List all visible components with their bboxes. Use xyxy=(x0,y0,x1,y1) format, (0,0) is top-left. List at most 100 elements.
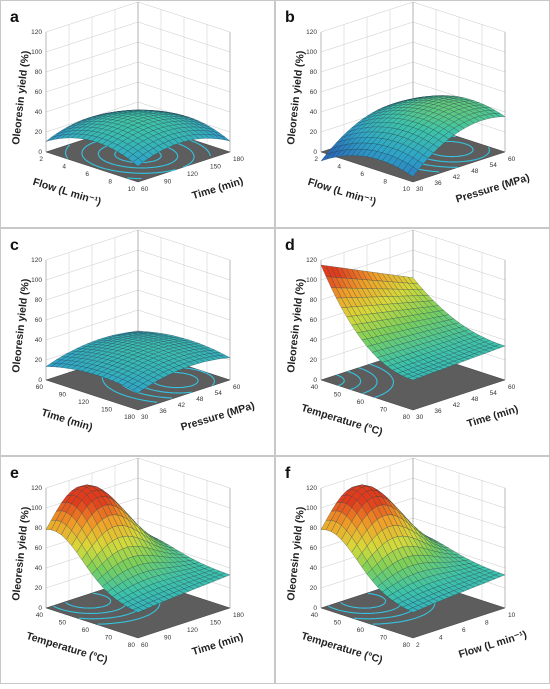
x-tick-label: 6 xyxy=(85,171,89,178)
y-axis-title: Pressure (MPa) xyxy=(454,172,531,206)
z-axis-title: Oleoresin yield (%) xyxy=(285,50,307,145)
y-tick-label: 180 xyxy=(233,156,244,163)
z-tick-label: 40 xyxy=(310,109,318,116)
x-tick-label: 4 xyxy=(337,164,341,171)
z-axis-title: Oleoresin yield (%) xyxy=(285,506,307,601)
z-tick-label: 100 xyxy=(306,49,317,56)
x-tick-label: 8 xyxy=(383,179,387,186)
x-tick-label: 90 xyxy=(59,392,67,399)
z-tick-label: 100 xyxy=(31,505,42,512)
z-tick-label: 60 xyxy=(35,89,43,96)
x-tick-label: 60 xyxy=(357,399,365,406)
y-axis-title: Time (min) xyxy=(466,403,520,430)
y-tick-label: 48 xyxy=(471,396,479,403)
x-tick-label: 70 xyxy=(105,635,113,642)
y-tick-label: 120 xyxy=(187,627,198,634)
z-tick-label: 20 xyxy=(35,357,43,364)
z-tick-label: 100 xyxy=(306,505,317,512)
z-tick-label: 40 xyxy=(35,337,43,344)
z-tick-label: 120 xyxy=(306,257,317,264)
z-tick-label: 60 xyxy=(310,317,318,324)
z-tick-label: 100 xyxy=(306,277,317,284)
z-axis-title: Oleoresin yield (%) xyxy=(285,278,307,373)
z-axis-title: Oleoresin yield (%) xyxy=(10,278,32,373)
x-tick-label: 2 xyxy=(314,156,318,163)
contour-line xyxy=(127,178,141,179)
x-tick-label: 60 xyxy=(82,627,90,634)
y-tick-label: 42 xyxy=(453,402,461,409)
panel-letter: a xyxy=(10,9,19,26)
z-tick-label: 20 xyxy=(35,585,43,592)
x-tick-label: 80 xyxy=(403,414,411,421)
z-tick-label: 120 xyxy=(306,485,317,492)
z-tick-label: 40 xyxy=(310,337,318,344)
x-tick-label: 60 xyxy=(36,384,44,391)
x-tick-label: 40 xyxy=(36,612,44,619)
z-tick-label: 80 xyxy=(310,297,318,304)
z-tick-label: 60 xyxy=(310,545,318,552)
z-tick-label: 0 xyxy=(38,149,42,156)
y-tick-label: 30 xyxy=(416,186,424,193)
panel-letter: d xyxy=(285,237,295,254)
panel-letter: f xyxy=(285,465,291,482)
z-axis-title: Oleoresin yield (%) xyxy=(10,506,32,601)
x-tick-label: 50 xyxy=(59,620,67,627)
x-axis-title: Temperature (°C) xyxy=(300,630,384,666)
x-tick-label: 80 xyxy=(403,642,411,649)
y-tick-label: 120 xyxy=(187,171,198,178)
x-axis-title: Temperature (°C) xyxy=(25,630,109,666)
x-tick-label: 70 xyxy=(380,635,388,642)
panel-letter: e xyxy=(10,465,19,482)
x-tick-label: 4 xyxy=(62,164,66,171)
z-axis-title: Oleoresin yield (%) xyxy=(10,50,32,145)
y-tick-label: 48 xyxy=(196,396,204,403)
y-tick-label: 54 xyxy=(490,390,498,397)
z-tick-label: 20 xyxy=(310,129,318,136)
z-tick-label: 120 xyxy=(306,29,317,36)
x-axis-title: Temperature (°C) xyxy=(300,402,384,438)
x-tick-label: 40 xyxy=(311,384,319,391)
z-tick-label: 0 xyxy=(38,605,42,612)
z-tick-label: 20 xyxy=(310,357,318,364)
y-tick-label: 8 xyxy=(485,620,489,627)
z-tick-label: 60 xyxy=(35,545,43,552)
y-tick-label: 60 xyxy=(233,384,241,391)
z-tick-label: 20 xyxy=(35,129,43,136)
response-surface xyxy=(321,96,505,177)
z-tick-label: 0 xyxy=(313,605,317,612)
x-tick-label: 150 xyxy=(101,407,112,414)
x-axis-title: Time (min) xyxy=(40,407,94,434)
y-tick-label: 42 xyxy=(453,174,461,181)
z-tick-label: 80 xyxy=(310,525,318,532)
y-axis-title: Time (min) xyxy=(191,631,245,658)
x-tick-label: 120 xyxy=(78,399,89,406)
z-tick-label: 120 xyxy=(31,485,42,492)
x-tick-label: 10 xyxy=(128,186,136,193)
y-tick-label: 10 xyxy=(508,612,516,619)
z-tick-label: 80 xyxy=(35,297,43,304)
y-tick-label: 6 xyxy=(462,627,466,634)
y-axis-title: Flow (L min⁻¹) xyxy=(457,629,528,661)
y-tick-label: 60 xyxy=(141,642,149,649)
x-tick-label: 80 xyxy=(128,642,136,649)
x-tick-label: 8 xyxy=(108,179,112,186)
x-tick-label: 10 xyxy=(403,186,411,193)
response-surface xyxy=(321,265,505,380)
y-tick-label: 30 xyxy=(416,414,424,421)
y-tick-label: 150 xyxy=(210,620,221,627)
y-axis-title: Time (min) xyxy=(191,175,245,202)
y-tick-label: 150 xyxy=(210,164,221,171)
y-tick-label: 54 xyxy=(215,390,223,397)
panel-letter: b xyxy=(285,9,295,26)
x-tick-label: 40 xyxy=(311,612,319,619)
y-tick-label: 30 xyxy=(141,414,149,421)
